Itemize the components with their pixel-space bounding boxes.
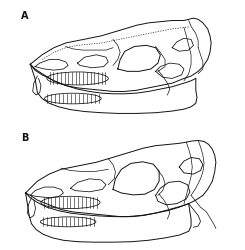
Text: A: A bbox=[21, 11, 28, 21]
Text: B: B bbox=[21, 133, 28, 143]
